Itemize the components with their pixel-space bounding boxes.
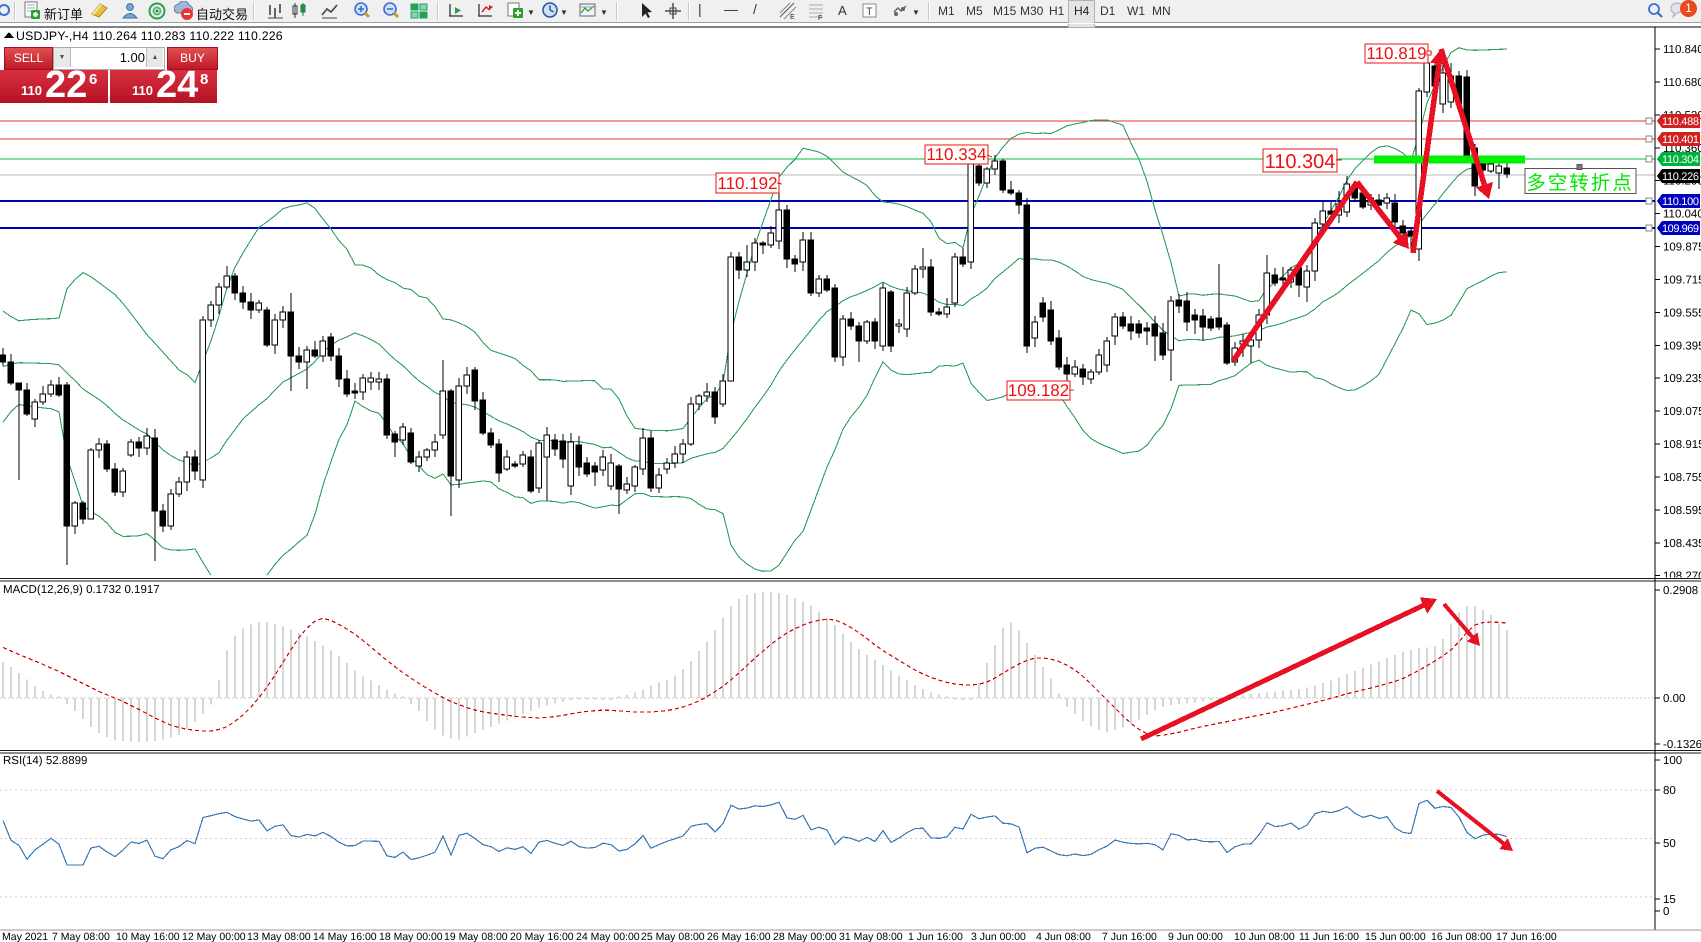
svg-text:USDJPY-,H4 110.264 110.283 11: USDJPY-,H4 110.264 110.283 110.222 110.2…: [16, 29, 283, 43]
svg-text:T: T: [866, 6, 873, 18]
svg-text:109.875: 109.875: [1663, 242, 1701, 254]
svg-text:109.969: 109.969: [1662, 223, 1699, 235]
svg-text:110.401: 110.401: [1662, 134, 1699, 146]
svg-text:110.304: 110.304: [1662, 154, 1699, 166]
svg-text:11 Jun 16:00: 11 Jun 16:00: [1299, 931, 1359, 942]
svg-text:110.226: 110.226: [1662, 171, 1699, 183]
svg-text:3 Jun 00:00: 3 Jun 00:00: [971, 931, 1026, 942]
svg-text:7 Jun 16:00: 7 Jun 16:00: [1102, 931, 1157, 942]
svg-text:15: 15: [1663, 894, 1676, 906]
svg-text:28 May 00:00: 28 May 00:00: [773, 931, 837, 942]
svg-text:110.819: 110.819: [1366, 44, 1426, 63]
svg-text:17 Jun 16:00: 17 Jun 16:00: [1496, 931, 1557, 942]
svg-text:110.304: 110.304: [1265, 151, 1336, 173]
svg-text:19 May 08:00: 19 May 08:00: [444, 931, 508, 942]
svg-text:多空转折点: 多空转折点: [1526, 173, 1634, 195]
svg-text:108.595: 108.595: [1663, 505, 1701, 517]
svg-text:108.915: 108.915: [1663, 439, 1701, 451]
svg-text:109.395: 109.395: [1663, 340, 1701, 352]
svg-text:24 May 00:00: 24 May 00:00: [576, 931, 640, 942]
svg-text:110.100: 110.100: [1662, 196, 1699, 208]
svg-text:50: 50: [1663, 838, 1676, 850]
svg-text:18 May 00:00: 18 May 00:00: [379, 931, 443, 942]
svg-text:15 Jun 00:00: 15 Jun 00:00: [1365, 931, 1426, 942]
svg-text:110.040: 110.040: [1663, 209, 1701, 221]
svg-text:9 Jun 00:00: 9 Jun 00:00: [1168, 931, 1223, 942]
svg-text:80: 80: [1663, 785, 1676, 797]
svg-text:10 May 16:00: 10 May 16:00: [116, 931, 180, 942]
svg-text:20 May 16:00: 20 May 16:00: [510, 931, 574, 942]
svg-text:109.235: 109.235: [1663, 373, 1701, 385]
svg-text:26 May 16:00: 26 May 16:00: [707, 931, 771, 942]
svg-text:4 Jun 08:00: 4 Jun 08:00: [1036, 931, 1091, 942]
svg-text:0: 0: [1663, 906, 1669, 918]
svg-text:10 Jun 08:00: 10 Jun 08:00: [1234, 931, 1295, 942]
svg-text:109.182: 109.182: [1008, 381, 1069, 400]
svg-text:MACD(12,26,9) 0.1732 0.1917: MACD(12,26,9) 0.1732 0.1917: [3, 584, 160, 596]
svg-text:E: E: [790, 14, 795, 21]
svg-text:31 May 08:00: 31 May 08:00: [839, 931, 903, 942]
svg-text:12 May 00:00: 12 May 00:00: [182, 931, 246, 942]
svg-text:14 May 16:00: 14 May 16:00: [313, 931, 377, 942]
svg-text:110.840: 110.840: [1663, 44, 1701, 56]
svg-text:109.075: 109.075: [1663, 406, 1701, 418]
svg-text:110.680: 110.680: [1663, 77, 1701, 89]
svg-text:100: 100: [1663, 755, 1682, 767]
svg-text:110.488: 110.488: [1662, 116, 1699, 128]
svg-text:0.00: 0.00: [1663, 693, 1685, 705]
svg-text:110.192: 110.192: [717, 174, 777, 193]
svg-text:RSI(14) 52.8899: RSI(14) 52.8899: [3, 755, 87, 767]
svg-text:110.334: 110.334: [926, 145, 986, 164]
svg-text:May 2021: May 2021: [2, 931, 48, 942]
svg-text:1 Jun 16:00: 1 Jun 16:00: [908, 931, 963, 942]
svg-text:25 May 08:00: 25 May 08:00: [641, 931, 705, 942]
svg-text:108.435: 108.435: [1663, 538, 1701, 550]
svg-text:16 Jun 08:00: 16 Jun 08:00: [1431, 931, 1492, 942]
svg-text:7 May 08:00: 7 May 08:00: [52, 931, 110, 942]
svg-text:109.555: 109.555: [1663, 307, 1701, 319]
svg-text:F: F: [818, 15, 822, 21]
svg-text:0.2908: 0.2908: [1663, 585, 1698, 597]
svg-text:108.755: 108.755: [1663, 472, 1701, 484]
svg-text:13 May 08:00: 13 May 08:00: [247, 931, 311, 942]
svg-text:-0.1326: -0.1326: [1663, 739, 1701, 751]
svg-text:109.715: 109.715: [1663, 274, 1701, 286]
